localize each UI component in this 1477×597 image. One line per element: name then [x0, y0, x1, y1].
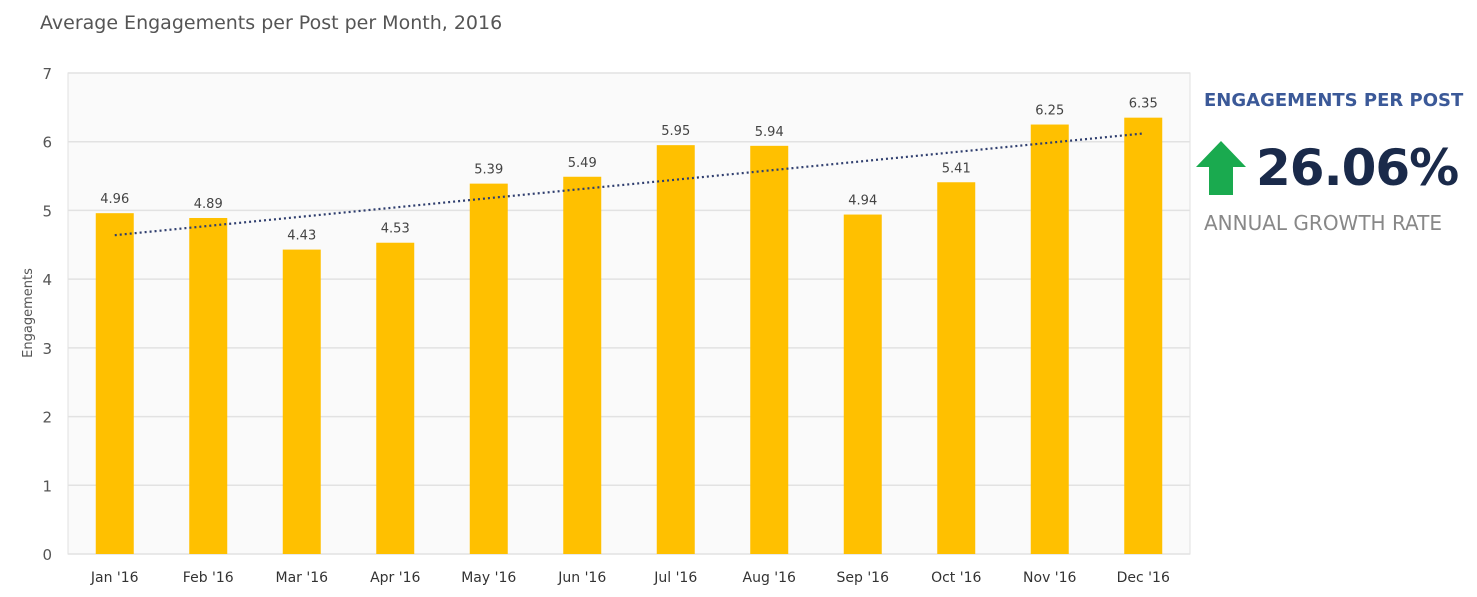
data-label: 6.25 — [1035, 104, 1064, 119]
x-tick-label: Sep '16 — [837, 570, 890, 586]
bar — [937, 182, 976, 554]
arrow-up-icon — [1196, 141, 1246, 195]
data-label: 4.96 — [100, 192, 129, 207]
data-label: 4.53 — [381, 222, 410, 237]
data-label: 5.49 — [568, 156, 597, 171]
x-tick-label: Jan '16 — [90, 570, 139, 586]
x-tick-label: Feb '16 — [183, 570, 234, 586]
x-tick-label: Jun '16 — [557, 570, 606, 586]
data-label: 4.89 — [194, 197, 223, 212]
y-tick-label: 1 — [42, 477, 52, 495]
bar — [656, 145, 695, 554]
kpi-panel: ENGAGEMENTS PER POST 26.06% ANNUAL GROWT… — [1196, 90, 1477, 235]
y-tick-label: 0 — [42, 546, 52, 564]
x-tick-label: May '16 — [461, 570, 516, 586]
kpi-heading: ENGAGEMENTS PER POST — [1204, 90, 1464, 111]
bar — [563, 176, 602, 554]
kpi-value: 26.06% — [1256, 139, 1459, 197]
bar — [750, 145, 789, 554]
x-tick-label: Nov '16 — [1023, 570, 1077, 586]
bar — [376, 242, 415, 554]
x-tick-label: Apr '16 — [370, 570, 420, 586]
x-tick-label: Jul '16 — [653, 570, 697, 586]
data-label: 6.35 — [1129, 97, 1158, 112]
x-tick-label: Dec '16 — [1117, 570, 1170, 586]
data-label: 5.94 — [755, 125, 784, 140]
data-label: 5.39 — [474, 163, 503, 178]
bar — [469, 183, 508, 554]
trendline — [114, 132, 1144, 237]
x-tick-label: Oct '16 — [931, 570, 981, 586]
data-label: 4.94 — [848, 194, 877, 209]
y-tick-label: 6 — [42, 134, 52, 152]
y-tick-label: 7 — [42, 65, 52, 83]
chart-title: Average Engagements per Post per Month, … — [40, 12, 503, 34]
data-label: 4.43 — [287, 229, 316, 244]
x-tick-label: Mar '16 — [275, 570, 328, 586]
plot-area — [67, 72, 1191, 555]
data-label: 5.95 — [661, 124, 690, 139]
y-tick-label: 2 — [42, 409, 52, 427]
bar — [282, 249, 321, 555]
bar — [843, 214, 882, 554]
y-tick-label: 3 — [42, 340, 52, 358]
kpi-label: ANNUAL GROWTH RATE — [1204, 211, 1443, 235]
bar — [95, 213, 134, 555]
bar — [1030, 124, 1069, 555]
y-axis-label: Engagements — [21, 268, 36, 358]
bar-chart: 0 1 2 3 4 5 6 7 Engagements 4.96 Jan '16 4.89 Feb '1… — [21, 65, 1191, 586]
x-tick-label: Aug '16 — [743, 570, 797, 586]
y-tick-label: 4 — [42, 271, 52, 289]
bar — [1124, 117, 1163, 555]
data-label: 5.41 — [942, 161, 971, 176]
bar — [189, 217, 228, 555]
y-tick-label: 5 — [42, 202, 52, 220]
